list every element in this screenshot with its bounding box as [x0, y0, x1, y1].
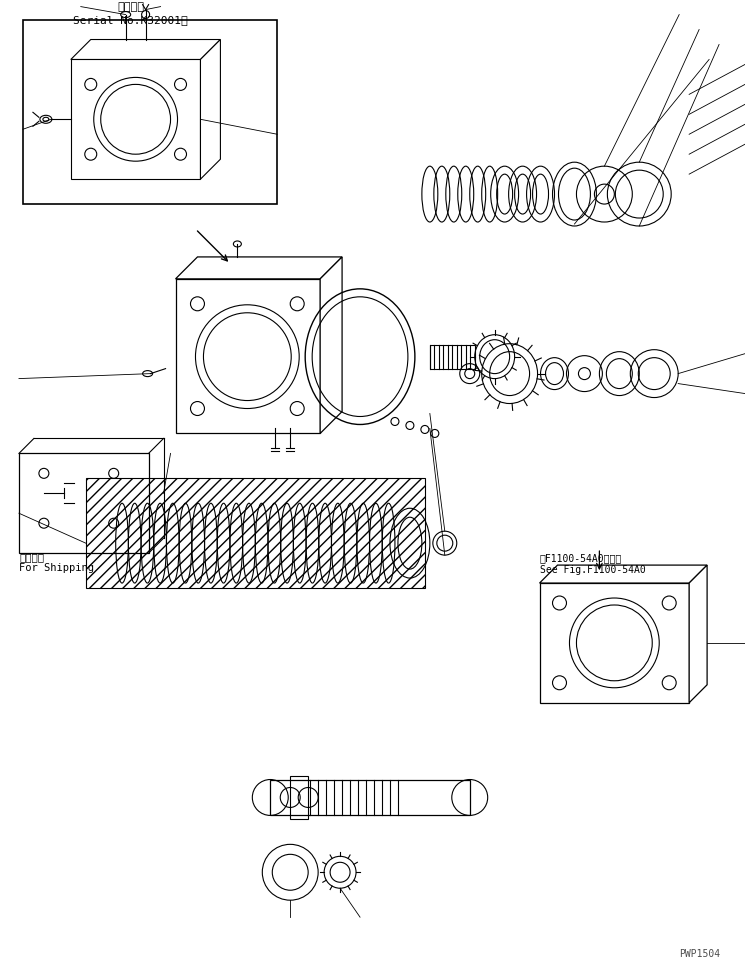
Polygon shape [71, 59, 201, 179]
Bar [430, 345, 474, 368]
Polygon shape [320, 257, 342, 434]
Polygon shape [175, 257, 342, 279]
Polygon shape [175, 279, 320, 434]
Polygon shape [539, 583, 689, 703]
Text: 運搞部品: 運搞部品 [19, 552, 44, 562]
Polygon shape [71, 40, 220, 59]
Text: See Fig.F1100-54A0: See Fig.F1100-54A0 [539, 565, 645, 575]
Polygon shape [270, 780, 470, 816]
Text: Serial No.K32001～: Serial No.K32001～ [73, 15, 188, 24]
Text: 第F1100-54A0図参照: 第F1100-54A0図参照 [539, 553, 622, 563]
Polygon shape [539, 565, 707, 583]
Bar [86, 478, 425, 588]
Text: PWP1504: PWP1504 [679, 949, 721, 959]
Bar [23, 19, 278, 204]
Polygon shape [201, 40, 220, 179]
Polygon shape [689, 565, 707, 703]
Text: For Shipping: For Shipping [19, 563, 94, 573]
Bar [290, 776, 308, 819]
Text: 適用号機: 適用号機 [117, 2, 144, 12]
Bar [19, 453, 148, 553]
